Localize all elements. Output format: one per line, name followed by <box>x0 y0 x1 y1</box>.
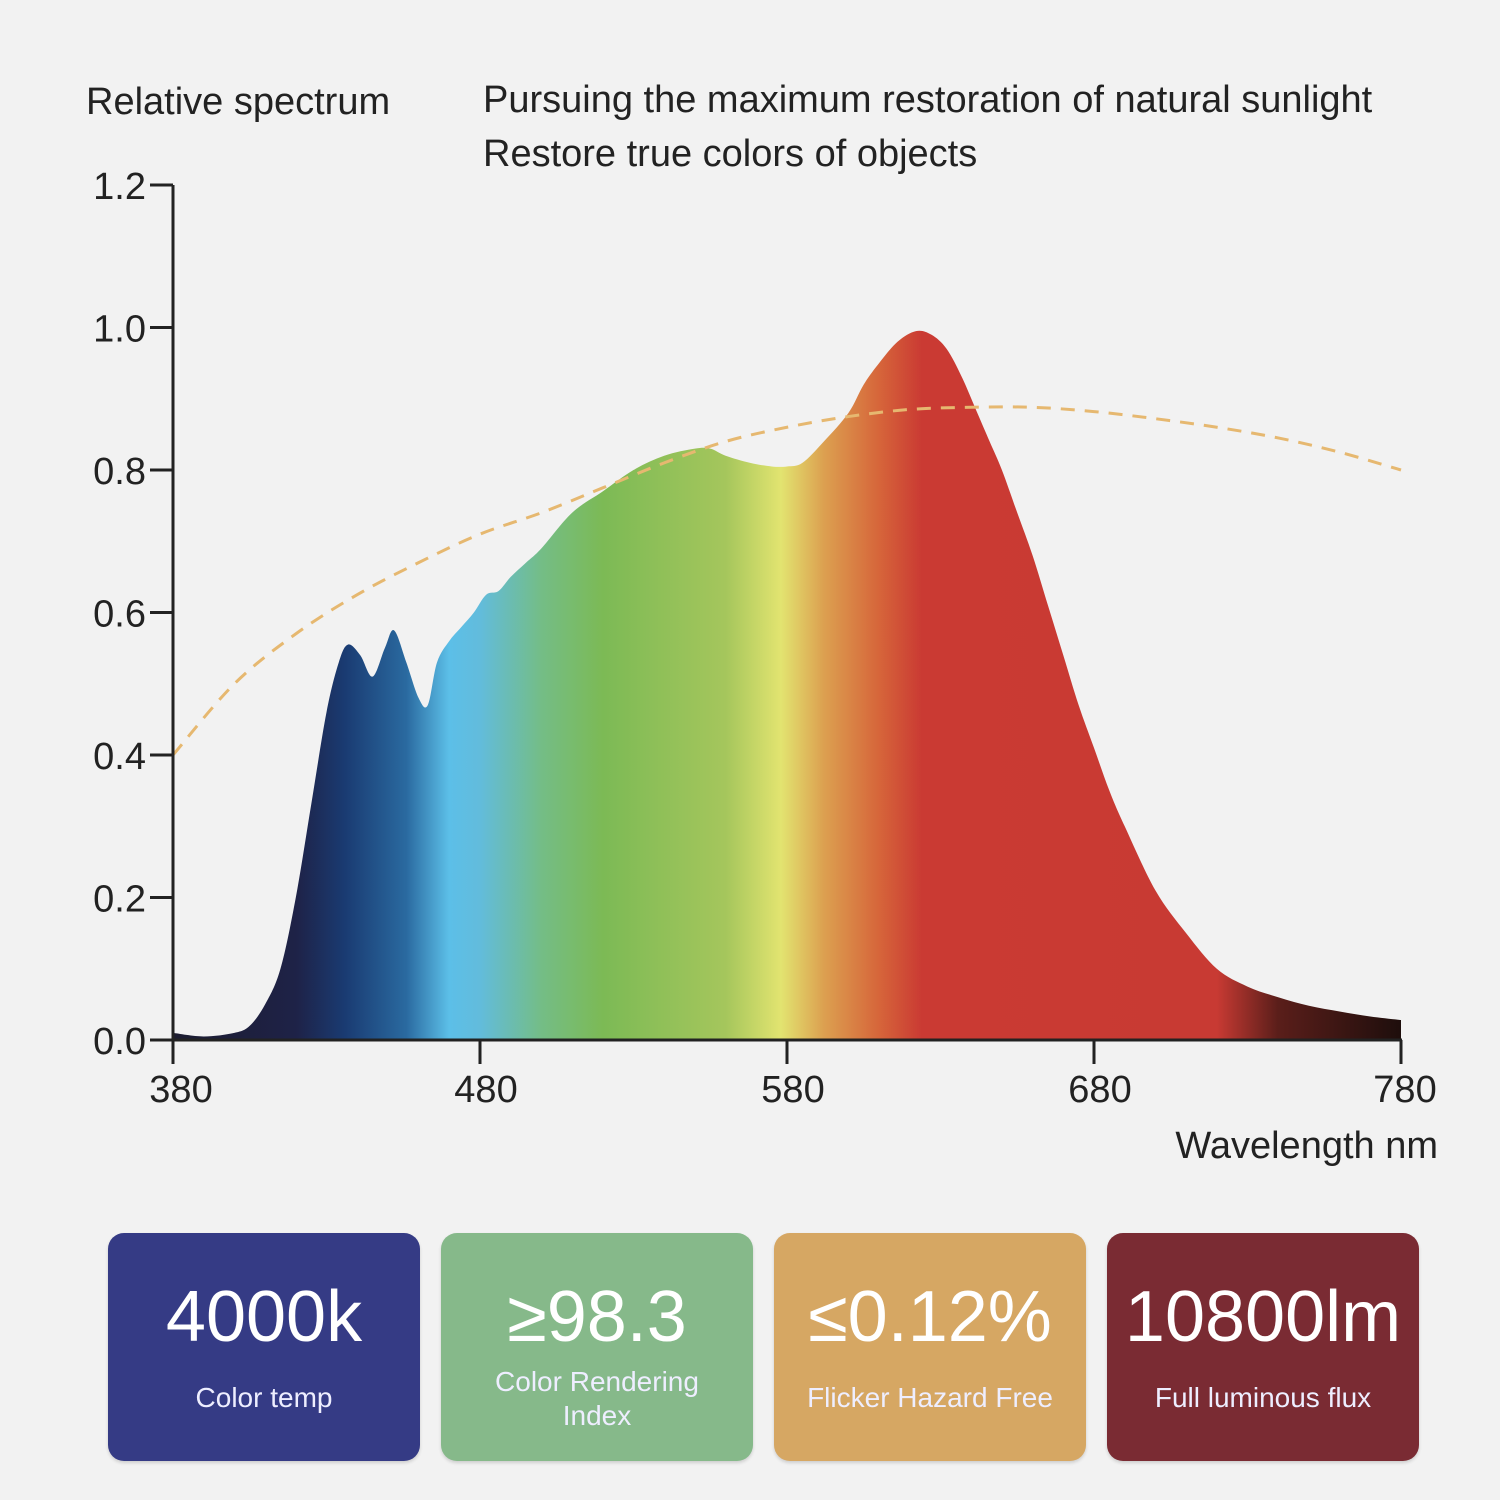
y-tick-label: 0.2 <box>93 879 146 921</box>
y-tick-label: 1.2 <box>93 166 146 208</box>
y-axis-title: Relative spectrum <box>86 81 390 123</box>
stat-value: 10800lm <box>1124 1277 1402 1357</box>
y-tick-label: 0.8 <box>93 451 146 493</box>
y-tick-label: 1.0 <box>93 309 146 351</box>
stat-card: 10800lm Full luminous flux <box>1107 1233 1419 1461</box>
stat-card: ≥98.3 Color Rendering Index <box>441 1233 753 1461</box>
sunlight-dashed-line <box>171 405 1402 756</box>
stat-label: Color Rendering Index <box>495 1366 699 1431</box>
y-tick-label: 0.4 <box>93 736 146 778</box>
x-tick-label: 380 <box>149 1069 212 1111</box>
subtitle-line-1: Pursuing the maximum restoration of natu… <box>483 79 1373 121</box>
stat-label: Color temp <box>195 1382 333 1413</box>
y-tick-label: 0.6 <box>93 594 146 636</box>
spectrum-area <box>173 330 1401 1040</box>
subtitle-line-2: Restore true colors of objects <box>483 133 977 175</box>
x-tick-label: 680 <box>1068 1069 1131 1111</box>
stat-card: ≤0.12% Flicker Hazard Free <box>774 1233 1086 1461</box>
stat-label: Full luminous flux <box>1154 1382 1372 1413</box>
y-tick-label: 0.0 <box>93 1021 146 1063</box>
stat-card: 4000k Color temp <box>108 1233 420 1461</box>
x-axis-title: Wavelength nm <box>1175 1125 1438 1167</box>
stat-value: 4000k <box>165 1277 363 1357</box>
x-tick-label: 780 <box>1373 1069 1436 1111</box>
stat-label: Flicker Hazard Free <box>807 1382 1053 1413</box>
stat-value: ≤0.12% <box>808 1277 1052 1357</box>
stat-value: ≥98.3 <box>507 1277 687 1357</box>
x-tick-label: 580 <box>761 1069 824 1111</box>
x-tick-label: 480 <box>454 1069 517 1111</box>
